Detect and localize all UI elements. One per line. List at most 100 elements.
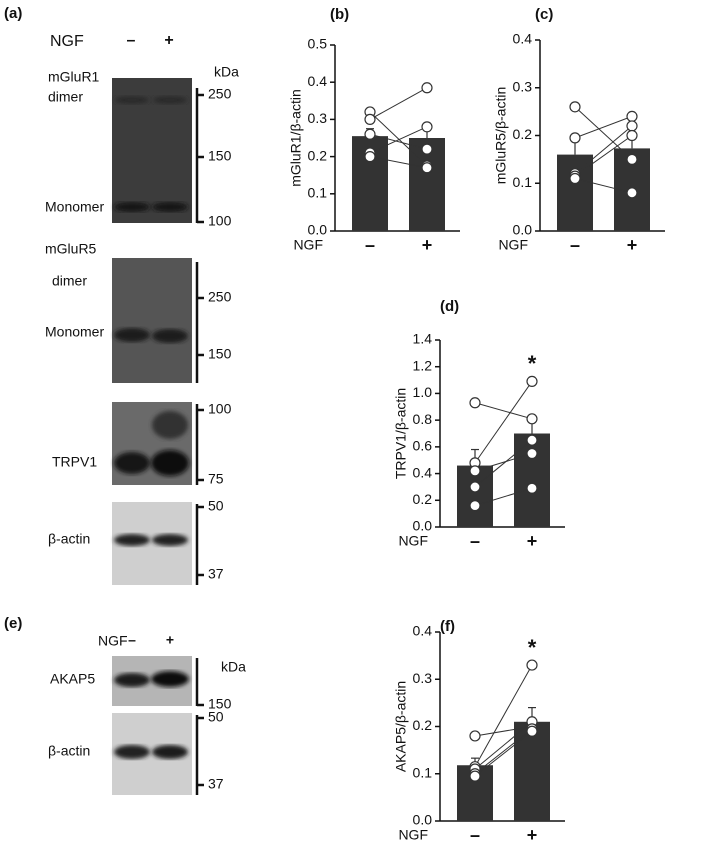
pair-line xyxy=(574,115,633,139)
data-point xyxy=(364,128,376,140)
blot xyxy=(112,713,204,795)
data-point xyxy=(421,82,433,94)
blot xyxy=(112,502,204,585)
pair-line xyxy=(574,177,633,194)
x-axis-label: NGF xyxy=(398,827,428,843)
data-point xyxy=(526,725,538,737)
y-axis-label: TRPV1/β-actin xyxy=(393,388,409,479)
data-point xyxy=(626,129,638,142)
blot-label: mGluR5 xyxy=(45,241,97,257)
y-tick-label: 0.1 xyxy=(308,185,328,201)
y-tick-label: 0.3 xyxy=(513,78,533,94)
x-axis-label: NGF xyxy=(293,237,323,253)
y-tick-label: 0.4 xyxy=(308,73,328,89)
marker-label: 37 xyxy=(208,776,224,792)
treatment-label: NGF xyxy=(50,33,84,50)
unit-label: kDa xyxy=(214,64,239,80)
data-point xyxy=(526,434,538,446)
x-tick-label: + xyxy=(627,235,638,255)
condition-label: + xyxy=(164,32,173,49)
data-point xyxy=(626,120,638,132)
x-axis-label: NGF xyxy=(398,533,428,549)
blot-label: dimer xyxy=(52,273,87,289)
blot-label: AKAP5 xyxy=(50,671,95,687)
data-point xyxy=(421,121,433,133)
marker-label: 100 xyxy=(208,401,232,417)
data-point xyxy=(421,162,433,174)
pair-line xyxy=(474,726,533,737)
bar xyxy=(557,154,593,231)
panel-label: (a) xyxy=(4,5,22,22)
blot-label: TRPV1 xyxy=(52,454,97,470)
panel-label: (f) xyxy=(440,618,455,635)
y-tick-label: 0.4 xyxy=(413,623,433,639)
pair-line xyxy=(369,111,428,167)
data-point xyxy=(569,101,581,113)
y-tick-label: 0.0 xyxy=(513,222,533,238)
panel-label: (b) xyxy=(330,6,349,23)
data-point xyxy=(364,151,376,163)
data-point xyxy=(469,770,481,782)
blot-label: Monomer xyxy=(45,199,104,215)
y-axis-label: mGluR5/β-actin xyxy=(493,87,509,185)
x-tick-label: – xyxy=(470,531,480,551)
condition-label: – xyxy=(127,32,136,49)
y-tick-label: 1.4 xyxy=(413,331,433,347)
x-tick-label: – xyxy=(470,825,480,844)
y-tick-label: 1.2 xyxy=(413,357,433,373)
significance-marker: * xyxy=(528,635,537,660)
y-tick-label: 0.8 xyxy=(413,411,433,427)
data-point xyxy=(469,397,481,409)
data-point xyxy=(626,153,638,165)
marker-label: 150 xyxy=(208,696,232,712)
marker-label: 100 xyxy=(208,213,232,229)
data-point xyxy=(469,481,481,493)
data-point xyxy=(526,482,538,494)
pair-line xyxy=(574,135,633,177)
data-point xyxy=(526,413,538,425)
marker-label: 75 xyxy=(208,471,224,487)
marker-label: 150 xyxy=(208,346,232,362)
data-point xyxy=(364,113,376,126)
y-tick-label: 0.2 xyxy=(513,126,533,142)
pair-line xyxy=(474,453,533,472)
y-tick-label: 0.0 xyxy=(308,222,328,238)
data-point xyxy=(526,375,538,388)
y-tick-label: 0.1 xyxy=(513,174,533,190)
marker-label: 50 xyxy=(208,709,224,725)
pair-line xyxy=(474,728,533,775)
x-tick-label: + xyxy=(527,825,538,844)
panel-label: (e) xyxy=(4,615,22,632)
y-tick-label: 0.0 xyxy=(413,812,433,828)
y-tick-label: 0.6 xyxy=(413,438,433,454)
blot-label: dimer xyxy=(48,89,83,105)
y-tick-label: 0.4 xyxy=(413,464,433,480)
data-point xyxy=(569,172,581,185)
y-tick-label: 0.4 xyxy=(513,31,533,47)
marker-label: 37 xyxy=(208,566,224,582)
pair-line xyxy=(474,439,533,488)
condition-label: + xyxy=(166,632,174,648)
y-tick-label: 0.5 xyxy=(308,36,328,52)
pair-line xyxy=(474,730,533,777)
data-point xyxy=(469,500,481,512)
y-tick-label: 0.2 xyxy=(413,717,433,733)
pair-line xyxy=(369,126,428,154)
y-tick-label: 1.0 xyxy=(413,384,433,400)
pair-line xyxy=(474,402,533,420)
x-tick-label: – xyxy=(365,235,375,255)
blot xyxy=(112,78,204,224)
treatment-label: NGF xyxy=(98,633,128,649)
blot xyxy=(112,656,204,707)
data-point xyxy=(526,659,538,671)
unit-label: kDa xyxy=(221,659,246,675)
y-tick-label: 0.2 xyxy=(413,491,433,507)
y-axis-label: AKAP5/β-actin xyxy=(393,681,409,772)
data-point xyxy=(469,730,481,742)
significance-marker: * xyxy=(528,351,537,376)
data-point xyxy=(569,132,581,144)
y-tick-label: 0.0 xyxy=(413,518,433,534)
x-tick-label: – xyxy=(570,235,580,255)
pair-line xyxy=(474,721,533,770)
